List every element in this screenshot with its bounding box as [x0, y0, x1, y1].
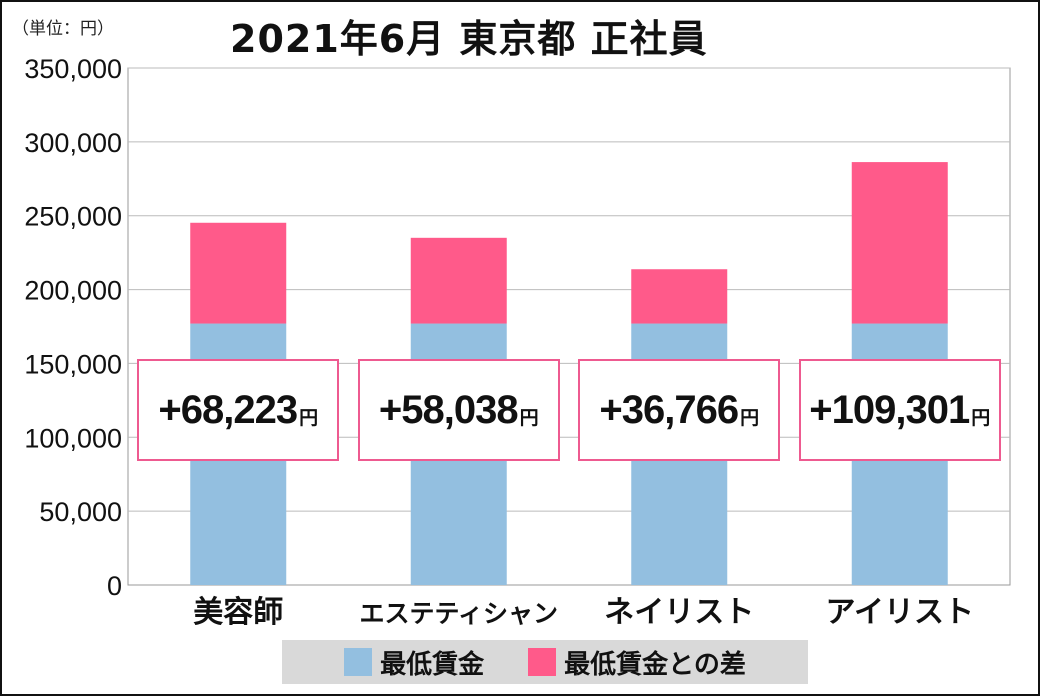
difference-label-box: +68,223 円: [137, 359, 340, 461]
bar-diff: [631, 269, 728, 324]
unit-note: （単位：円）: [12, 19, 114, 39]
difference-label-box: +36,766 円: [578, 359, 781, 461]
legend: 最低賃金 最低賃金との差: [282, 640, 808, 684]
y-tick-label: 250,000: [24, 202, 122, 232]
y-tick-label: 300,000: [24, 128, 122, 158]
legend-label-diff: 最低賃金との差: [564, 649, 746, 680]
legend-item-base: 最低賃金: [344, 644, 484, 681]
legend-swatch-diff: [528, 648, 557, 676]
difference-value: +58,038: [378, 387, 519, 432]
legend-swatch-base: [344, 648, 373, 676]
bar-diff: [190, 222, 287, 324]
y-tick-label: 350,000: [24, 54, 122, 84]
x-tick-label: ネイリスト: [604, 596, 754, 629]
difference-value: +36,766: [599, 387, 739, 432]
y-tick-label: 150,000: [24, 349, 122, 379]
y-tick-label: 0: [107, 571, 122, 601]
difference-label-box: +58,038 円: [357, 359, 560, 461]
y-tick-label: 200,000: [24, 276, 122, 306]
x-tick-label: アイリスト: [826, 596, 975, 629]
legend-item-diff: 最低賃金との差: [528, 644, 746, 681]
difference-unit: 円: [740, 406, 760, 429]
x-tick-label: 美容師: [193, 595, 283, 629]
y-tick-label: 50,000: [39, 497, 122, 527]
difference-unit: 円: [299, 406, 319, 429]
y-tick-label: 100,000: [24, 423, 122, 453]
difference-unit: 円: [971, 406, 991, 429]
bar-diff: [851, 162, 948, 324]
chart-title: 2021年6月 東京都 正社員: [230, 17, 708, 61]
legend-label-base: 最低賃金: [380, 649, 485, 680]
x-tick-label: エステティシャン: [359, 600, 558, 628]
difference-value: +109,301: [809, 387, 970, 432]
difference-value: +68,223: [158, 387, 298, 432]
difference-unit: 円: [519, 406, 539, 429]
difference-label-box: +109,301 円: [798, 359, 1001, 461]
bar-diff: [410, 237, 507, 324]
